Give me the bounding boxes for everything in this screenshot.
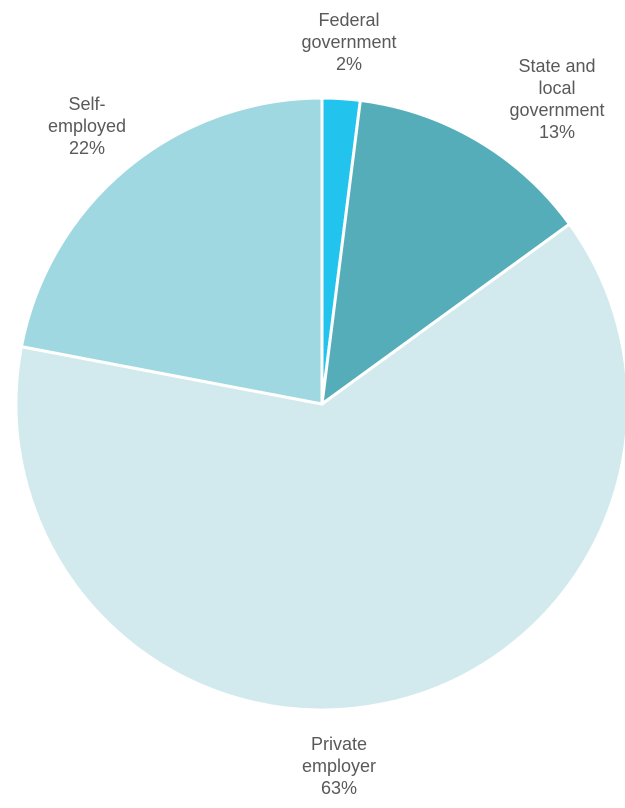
slice-category-label: Private	[311, 734, 367, 754]
data-label-private-employer: Private employer 63%	[302, 734, 376, 798]
pie-slice-state-and-local-government	[320, 98, 572, 406]
slice-category-label: local	[538, 78, 575, 98]
pie-slice-self-employed	[19, 96, 324, 406]
slice-value-label: 2%	[336, 54, 362, 74]
slice-value-label: 63%	[321, 778, 357, 798]
data-label-state-and-local-government: State and local government 13%	[509, 56, 604, 142]
data-label-federal-government: Federal government 2%	[301, 10, 396, 74]
slice-category-label: employer	[302, 756, 376, 776]
slice-value-label: 13%	[539, 122, 575, 142]
slice-category-label: government	[509, 100, 604, 120]
slice-category-label: Self-	[68, 94, 105, 114]
data-label-self-employed: Self-employed 22%	[48, 94, 126, 158]
slice-category-label: State and	[518, 56, 595, 76]
slice-category-label: employed	[48, 116, 126, 136]
slice-value-label: 22%	[69, 138, 105, 158]
slice-category-label: government	[301, 32, 396, 52]
slice-category-label: Federal	[318, 10, 379, 30]
pie-slice-private-employer	[14, 222, 625, 712]
